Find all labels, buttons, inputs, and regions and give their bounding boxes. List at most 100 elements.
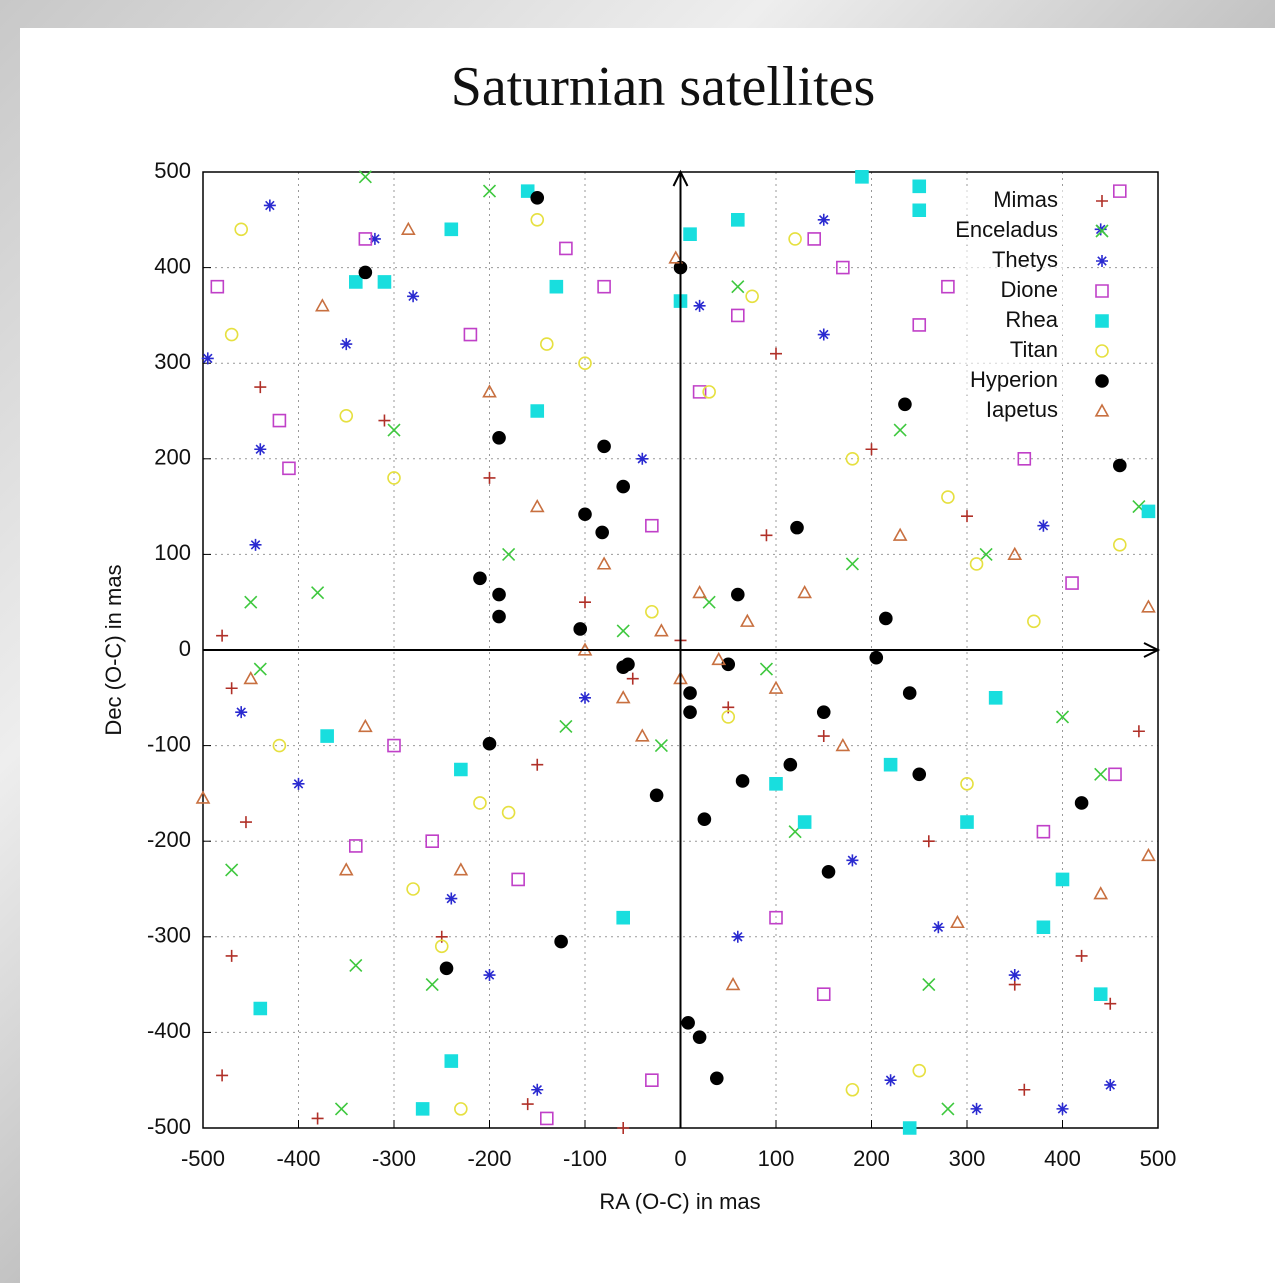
data-point xyxy=(263,199,276,212)
data-point xyxy=(783,757,798,772)
data-point xyxy=(483,969,496,982)
data-point xyxy=(338,862,354,876)
legend-marker xyxy=(1095,344,1109,358)
legend-marker xyxy=(1095,224,1109,238)
data-point xyxy=(616,660,631,674)
data-point xyxy=(725,976,741,991)
data-point xyxy=(654,623,669,637)
data-point xyxy=(1056,1102,1069,1115)
data-point xyxy=(645,518,659,533)
data-point xyxy=(807,232,821,246)
data-point xyxy=(817,730,830,743)
data-point xyxy=(254,443,267,456)
y-axis-arrow xyxy=(672,169,689,1128)
data-point xyxy=(668,250,684,264)
data-point xyxy=(1113,538,1127,552)
y-tick-label: -400 xyxy=(147,1018,191,1043)
data-point xyxy=(645,604,659,619)
data-point xyxy=(235,706,248,719)
data-point xyxy=(579,596,591,609)
data-point xyxy=(1094,767,1108,781)
data-point xyxy=(845,452,860,466)
data-point xyxy=(693,299,706,312)
legend-marker xyxy=(1096,195,1108,207)
data-point xyxy=(502,547,516,561)
legend-background xyxy=(955,247,1065,275)
data-point xyxy=(692,1030,707,1044)
data-point xyxy=(216,629,229,642)
data-point xyxy=(357,718,373,733)
data-point xyxy=(922,978,936,992)
data-point xyxy=(1141,599,1156,613)
data-point xyxy=(788,232,802,246)
data-point xyxy=(444,222,459,237)
y-axis-label: Dec (O-C) in mas xyxy=(101,564,126,735)
legend-marker xyxy=(1095,284,1109,298)
data-point xyxy=(492,609,506,624)
data-point xyxy=(941,490,955,504)
data-point xyxy=(683,227,697,241)
data-point xyxy=(244,595,258,609)
data-point xyxy=(835,737,851,752)
data-point xyxy=(272,738,287,753)
data-point xyxy=(768,680,784,694)
data-point xyxy=(454,1102,468,1116)
data-point xyxy=(817,328,830,341)
data-point xyxy=(616,910,630,925)
data-point xyxy=(1055,872,1070,887)
data-point xyxy=(225,949,238,962)
data-point xyxy=(1113,184,1127,198)
x-tick-label: 200 xyxy=(853,1146,890,1171)
data-point xyxy=(531,758,544,771)
y-tick-label: 0 xyxy=(179,636,191,661)
legend-label: Rhea xyxy=(1005,307,1058,332)
data-point xyxy=(239,816,252,829)
data-point xyxy=(681,1016,695,1030)
data-point xyxy=(559,719,573,734)
data-point xyxy=(597,279,611,294)
data-point xyxy=(683,686,697,700)
data-point xyxy=(649,788,664,803)
data-point xyxy=(912,203,927,218)
data-point xyxy=(225,682,238,695)
data-point xyxy=(201,352,214,365)
x-tick-label: 300 xyxy=(949,1146,986,1171)
legend-marker xyxy=(1094,403,1110,417)
data-point xyxy=(225,863,239,877)
y-tick-label: -100 xyxy=(147,731,191,756)
data-point xyxy=(922,835,935,848)
data-point xyxy=(1036,824,1051,839)
data-point xyxy=(292,777,305,790)
data-point xyxy=(892,527,908,541)
data-point xyxy=(521,1098,534,1111)
data-point xyxy=(358,232,373,246)
data-point xyxy=(731,587,745,602)
data-point xyxy=(636,452,649,465)
data-point xyxy=(731,308,745,323)
data-point xyxy=(224,327,239,342)
data-point xyxy=(349,275,363,289)
data-point xyxy=(596,556,612,570)
data-point xyxy=(645,1073,659,1087)
data-point xyxy=(1037,519,1050,532)
data-point xyxy=(1141,504,1156,519)
data-point xyxy=(884,1074,897,1087)
data-point xyxy=(272,413,287,428)
data-point xyxy=(1141,847,1156,862)
data-point xyxy=(454,762,468,777)
legend-marker xyxy=(1096,255,1108,267)
data-point xyxy=(216,1069,229,1082)
data-point xyxy=(797,815,812,829)
data-point xyxy=(988,691,1003,705)
data-point xyxy=(1065,576,1079,590)
data-point xyxy=(573,622,588,636)
data-point xyxy=(797,584,813,599)
chart-title: Saturnian satellites xyxy=(451,56,876,118)
data-point xyxy=(1027,614,1041,629)
data-point xyxy=(711,651,727,666)
data-point xyxy=(893,423,907,437)
data-point xyxy=(697,812,712,827)
y-tick-label: -500 xyxy=(147,1114,191,1139)
x-tick-label: 500 xyxy=(1140,1146,1177,1171)
data-point xyxy=(1093,886,1109,900)
